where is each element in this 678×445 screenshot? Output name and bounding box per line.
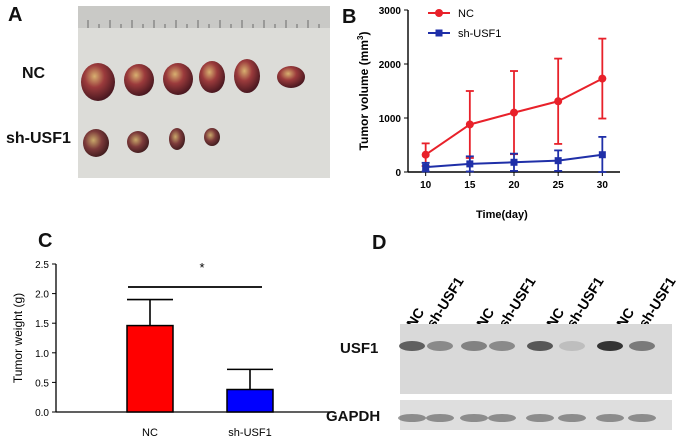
data-point	[598, 151, 606, 159]
gapdh-band	[460, 414, 488, 422]
ruler-ticks	[87, 20, 320, 28]
x-tick-label: 25	[553, 180, 565, 191]
blot-usf1-membrane	[400, 324, 672, 394]
tumor-volume-chart: 0 1000 2000 3000 10 15 20 25 30 Tumor volume (mm3…	[356, 6, 620, 191]
bar-nc	[126, 324, 174, 413]
usf1-band	[559, 341, 585, 351]
nc-tumor	[163, 63, 193, 95]
usf1-band	[629, 341, 655, 351]
nc-tumor	[277, 66, 305, 88]
y-tick-label: 1000	[379, 114, 402, 125]
panel-a-photo	[78, 6, 330, 178]
nc-tumor	[199, 61, 225, 93]
data-point	[510, 158, 518, 166]
x-tick-label: 20	[508, 180, 520, 191]
row-label-sh-usf1: sh-USF1	[6, 130, 71, 147]
usf1-band	[461, 341, 487, 351]
y-tick-label: 0.5	[35, 378, 49, 389]
y-tick-label: 2000	[379, 60, 402, 71]
gapdh-band	[426, 414, 454, 422]
nc-tumor	[81, 63, 115, 101]
gapdh-band	[488, 414, 516, 422]
sh-tumor	[83, 129, 109, 157]
data-point	[422, 163, 430, 171]
gapdh-band	[596, 414, 624, 422]
photo-background	[78, 6, 330, 178]
usf1-band	[597, 341, 623, 351]
chart-b-y-label: Tumor volume (mm3)	[356, 32, 371, 151]
panel-a-label: A	[8, 4, 23, 26]
x-tick-label: 15	[464, 180, 476, 191]
gapdh-band	[526, 414, 554, 422]
chart-c-y-label: Tumor weight (g)	[11, 293, 25, 383]
panel-c-label: C	[38, 230, 53, 252]
data-point	[554, 97, 563, 106]
usf1-band	[489, 341, 515, 351]
tumor-weight-chart: 0.0 0.5 1.0 1.5 2.0 2.5 Tumor weight (g) NC sh-U…	[11, 260, 330, 439]
lane-labels: NC sh-USF1 NC sh-USF1 NC sh-USF1 NC sh-USF1	[395, 260, 678, 331]
x-tick-label: 10	[420, 180, 432, 191]
gapdh-band	[628, 414, 656, 422]
usf1-band	[527, 341, 553, 351]
legend-label: sh-USF1	[458, 28, 501, 40]
data-point	[510, 108, 518, 117]
usf1-band	[427, 341, 453, 351]
row-label-nc: NC	[22, 65, 46, 82]
data-point	[554, 157, 562, 165]
x-tick-label: NC	[142, 427, 158, 439]
chart-b-x-label: Time(day)	[476, 209, 528, 221]
sh-tumor	[169, 128, 185, 150]
y-tick-label: 2.0	[35, 290, 49, 301]
ruler	[78, 6, 330, 28]
legend-marker	[435, 29, 443, 37]
western-blot	[398, 324, 672, 430]
x-tick-label: sh-USF1	[228, 427, 271, 439]
blot-label-usf1: USF1	[340, 340, 379, 357]
significance-marker: *	[199, 260, 204, 275]
gapdh-band	[558, 414, 586, 422]
data-point	[465, 120, 474, 129]
y-tick-label: 1.0	[35, 349, 49, 360]
data-point	[598, 74, 607, 83]
x-tick-label: 30	[597, 180, 609, 191]
blot-label-gapdh: GAPDH	[326, 408, 381, 425]
legend-label: NC	[458, 8, 474, 20]
y-tick-label: 1.5	[35, 319, 49, 330]
data-point	[466, 160, 474, 168]
nc-tumor	[234, 59, 260, 93]
y-tick-label: 2.5	[35, 260, 49, 271]
bar-sh-usf1	[226, 388, 274, 413]
sh-tumor	[204, 128, 220, 146]
y-tick-label: 0.0	[35, 408, 49, 419]
y-tick-label: 0	[395, 168, 401, 179]
y-tick-label: 3000	[379, 6, 402, 17]
nc-tumor	[124, 64, 154, 96]
panel-b-label: B	[342, 6, 357, 28]
legend-marker	[435, 9, 443, 17]
panel-d-label: D	[372, 232, 387, 254]
data-point	[421, 150, 430, 159]
sh-tumor	[127, 131, 149, 153]
usf1-band	[399, 341, 425, 351]
gapdh-band	[398, 414, 426, 422]
